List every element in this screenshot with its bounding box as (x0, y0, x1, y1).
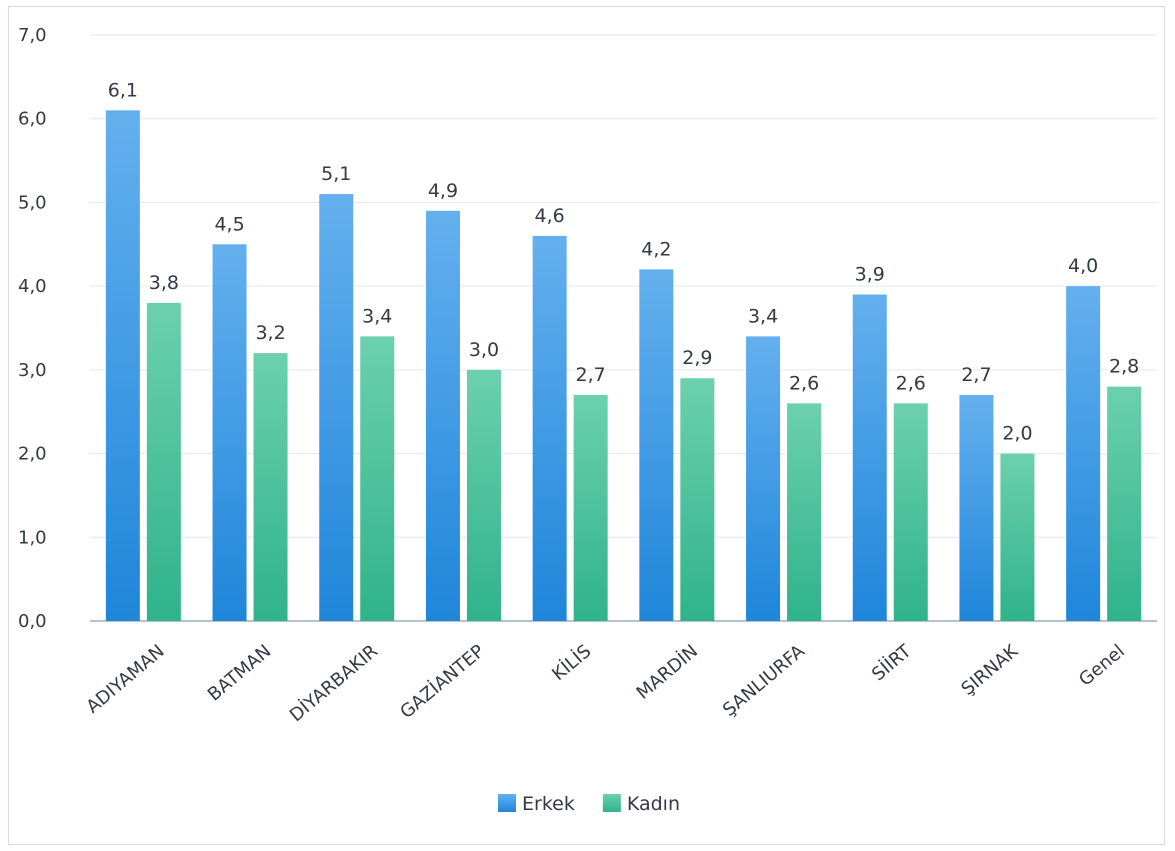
bar-kadın[interactable] (680, 378, 715, 621)
y-tick-label: 5,0 (18, 192, 47, 213)
x-category-label: KİLİS (548, 641, 595, 685)
bar-erkek[interactable] (212, 244, 247, 622)
data-label: 2,8 (1109, 356, 1139, 378)
data-label: 3,4 (362, 305, 392, 327)
bar-erkek[interactable] (319, 194, 354, 622)
data-label: 4,2 (641, 238, 671, 260)
legend-item-kadın[interactable]: Kadın (602, 793, 680, 815)
y-tick-label: 7,0 (18, 25, 47, 46)
x-category-label: DİYARBAKIR (286, 641, 382, 726)
bar-erkek[interactable] (105, 110, 140, 621)
y-tick-label: 1,0 (18, 527, 47, 548)
y-axis-ticks: 0,0 1,0 2,0 3,0 4,0 5,0 6,0 7,0 (18, 25, 47, 632)
legend-label: Erkek (522, 793, 575, 815)
bar-erkek[interactable] (852, 294, 887, 621)
data-label: 2,7 (576, 364, 606, 386)
bar-erkek[interactable] (639, 269, 674, 621)
y-tick-label: 2,0 (18, 444, 47, 465)
legend-item-erkek[interactable]: Erkek (498, 793, 575, 815)
bar-kadın[interactable] (1107, 386, 1142, 621)
data-label: 4,0 (1068, 255, 1098, 277)
bar-erkek[interactable] (959, 394, 994, 621)
bar-kadın[interactable] (573, 394, 608, 621)
bar-kadın[interactable] (1000, 453, 1035, 621)
data-label: 4,6 (535, 205, 565, 227)
x-category-label: ŞANLIURFA (719, 640, 809, 721)
bar-erkek[interactable] (746, 336, 781, 621)
bar-kadın[interactable] (466, 369, 501, 621)
legend[interactable]: Erkek Kadın (498, 793, 680, 815)
x-category-label: SİİRT (868, 640, 916, 685)
x-category-label: ŞIRNAK (957, 640, 1023, 700)
data-labels: 6,1 3,8 4,5 3,2 5,1 3,4 4,9 3,0 4,6 2,7 4,2 2,9 3,4 2… (108, 79, 1140, 444)
data-label: 3,2 (255, 322, 285, 344)
x-category-label: BATMAN (204, 641, 275, 706)
y-tick-label: 0,0 (18, 611, 47, 632)
x-category-label: ADIYAMAN (83, 641, 169, 718)
x-axis-categories: ADIYAMAN BATMAN DİYARBAKIR GAZİANTEP KİLİS MA… (83, 640, 1129, 726)
y-tick-label: 4,0 (18, 276, 47, 297)
gridlines (90, 34, 1157, 622)
bar-erkek[interactable] (425, 210, 460, 622)
legend-swatch (498, 794, 516, 812)
data-label: 2,6 (789, 372, 819, 394)
bar-kadın[interactable] (146, 302, 181, 621)
bar-kadın[interactable] (893, 403, 928, 621)
bar-kadın[interactable] (253, 353, 288, 621)
data-label: 2,0 (1002, 423, 1032, 445)
data-label: 2,7 (961, 364, 991, 386)
data-label: 4,5 (214, 213, 244, 235)
data-label: 5,1 (321, 163, 351, 185)
data-label: 2,9 (682, 347, 712, 369)
data-label: 3,4 (748, 305, 778, 327)
bar-kadın[interactable] (787, 403, 822, 621)
legend-swatch (602, 794, 621, 812)
bar-erkek[interactable] (1066, 286, 1101, 621)
y-tick-label: 6,0 (18, 109, 47, 130)
y-tick-label: 3,0 (18, 360, 47, 381)
x-category-label: Genel (1075, 641, 1129, 691)
bar-kadın[interactable] (360, 336, 395, 621)
data-label: 3,0 (469, 339, 499, 361)
x-category-label: MARDİN (633, 641, 702, 704)
data-label: 6,1 (108, 79, 138, 101)
data-label: 3,9 (855, 264, 885, 286)
data-label: 2,6 (896, 372, 926, 394)
bars (105, 110, 1142, 622)
bar-erkek[interactable] (532, 235, 567, 621)
data-label: 4,9 (428, 180, 458, 202)
data-label: 3,8 (149, 272, 179, 294)
legend-label: Kadın (627, 793, 680, 815)
x-category-label: GAZİANTEP (396, 641, 488, 723)
